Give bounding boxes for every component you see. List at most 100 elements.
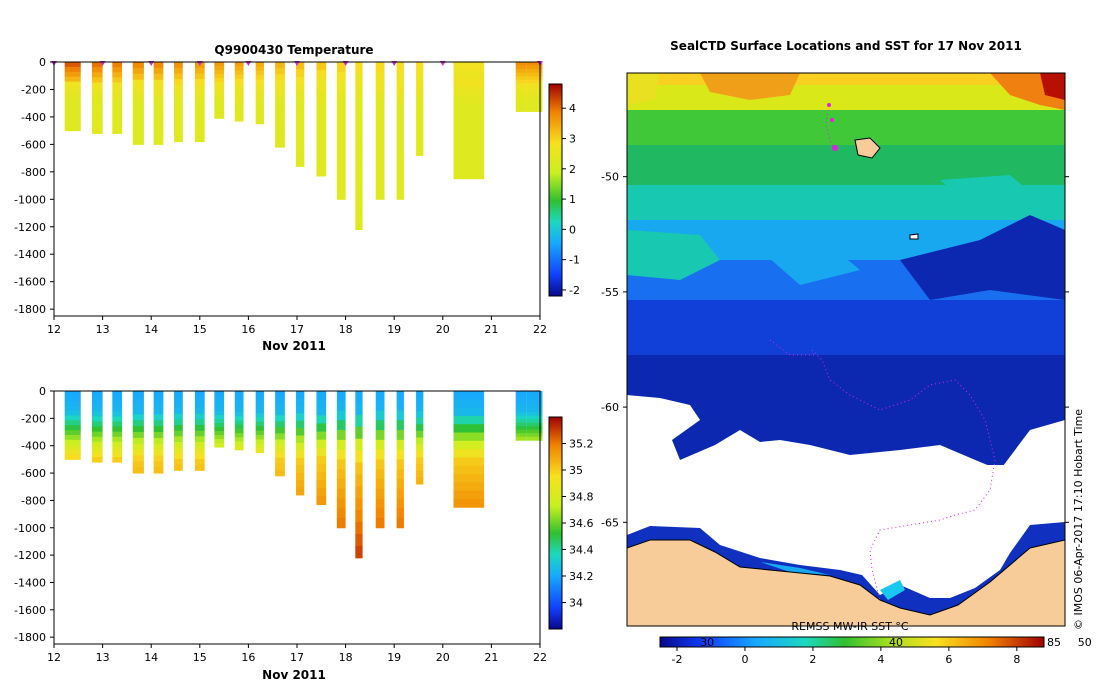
section-cell [416, 444, 424, 452]
section-cell [355, 205, 363, 219]
section-cell [375, 62, 385, 73]
section-cell [396, 91, 404, 102]
section-cell [153, 461, 164, 468]
section-cell [375, 120, 385, 132]
section-cell [91, 87, 103, 94]
section-cell [153, 120, 164, 128]
section-cell [526, 62, 543, 67]
section-cell [296, 129, 305, 138]
section-cell [275, 86, 285, 93]
section-cell [112, 107, 123, 114]
section-cell [153, 437, 164, 445]
section-cell [174, 419, 183, 426]
section-cell [336, 189, 346, 200]
section-cell [132, 132, 144, 139]
section-cell [336, 410, 346, 421]
section-cell [355, 545, 363, 559]
section-cell [396, 488, 404, 499]
section-cell [416, 417, 424, 425]
section-cell [91, 436, 103, 443]
section-cell [153, 449, 164, 456]
section-cell [234, 95, 244, 101]
sst-tick-label: -2 [672, 653, 683, 666]
section-cell [194, 464, 205, 471]
section-cell [416, 391, 424, 399]
section-cell [214, 411, 225, 416]
section-cell [515, 76, 527, 81]
section-cell [375, 449, 385, 460]
section-cell [396, 160, 404, 171]
x-tick-label: 22 [533, 651, 547, 664]
section-cell [526, 419, 543, 424]
section-cell [355, 109, 363, 123]
lat-tick-label: -65 [601, 516, 619, 529]
section-cell [214, 66, 225, 71]
section-cell [255, 426, 264, 432]
sst-tick-label: 2 [809, 653, 816, 666]
section-cell [526, 107, 543, 112]
section-cell [396, 169, 404, 181]
section-cell [375, 420, 385, 431]
section-cell [526, 436, 543, 441]
section-cell [396, 62, 404, 73]
section-cell [416, 75, 424, 83]
section-cell [526, 422, 543, 427]
section-cell [355, 414, 363, 428]
section-cell [526, 104, 543, 109]
section-cell [174, 447, 183, 454]
section-cell [64, 434, 81, 441]
section-cell [112, 112, 123, 119]
section-cell [296, 106, 305, 115]
section-cell [174, 113, 183, 120]
y-tick-label: -1600 [14, 276, 46, 289]
section-cell [515, 419, 527, 424]
section-cell [453, 170, 485, 180]
section-cell [453, 449, 485, 458]
section-cell [296, 450, 305, 459]
section-cell [64, 454, 81, 460]
section-cell [153, 391, 164, 398]
section-cell [214, 395, 225, 400]
section-cell [174, 130, 183, 137]
section-cell [336, 508, 346, 519]
section-cell [316, 110, 327, 120]
section-cell [296, 158, 305, 167]
section-cell [296, 91, 305, 100]
temperature-y-ticks: 0 -200 -400 -600 -800 -1000 -1200 -1400 -1600 -18… [14, 56, 54, 316]
section-cell [275, 439, 285, 447]
section-cell [174, 396, 183, 403]
section-cell [375, 189, 385, 200]
x-tick-label: 21 [484, 651, 498, 664]
section-cell [91, 128, 103, 134]
section-cell [526, 72, 543, 77]
section-cell [526, 90, 543, 95]
sst-map-frame [626, 72, 1066, 627]
section-cell [153, 455, 164, 462]
section-cell [153, 67, 164, 75]
section-cell [234, 403, 244, 409]
section-cell [336, 488, 346, 499]
section-cell [112, 401, 123, 407]
section-cell [153, 85, 164, 92]
section-cell [112, 128, 123, 134]
section-cell [255, 399, 264, 405]
x-tick-label: 13 [96, 651, 110, 664]
colorbar-tick-label: 0 [569, 223, 576, 236]
section-cell [275, 445, 285, 453]
section-cell [515, 97, 527, 102]
section-cell [316, 102, 327, 112]
section-cell [296, 391, 305, 399]
section-cell [375, 410, 385, 421]
section-cell [416, 122, 424, 130]
section-cell [214, 419, 225, 424]
section-cell [194, 419, 205, 426]
section-cell [112, 406, 123, 412]
section-cell [64, 91, 81, 97]
section-cell [174, 90, 183, 97]
section-cell [316, 118, 327, 128]
section-cell [275, 62, 285, 69]
section-cell [396, 101, 404, 112]
section-cell [275, 128, 285, 136]
section-cell [91, 62, 103, 68]
section-cell [336, 391, 346, 402]
